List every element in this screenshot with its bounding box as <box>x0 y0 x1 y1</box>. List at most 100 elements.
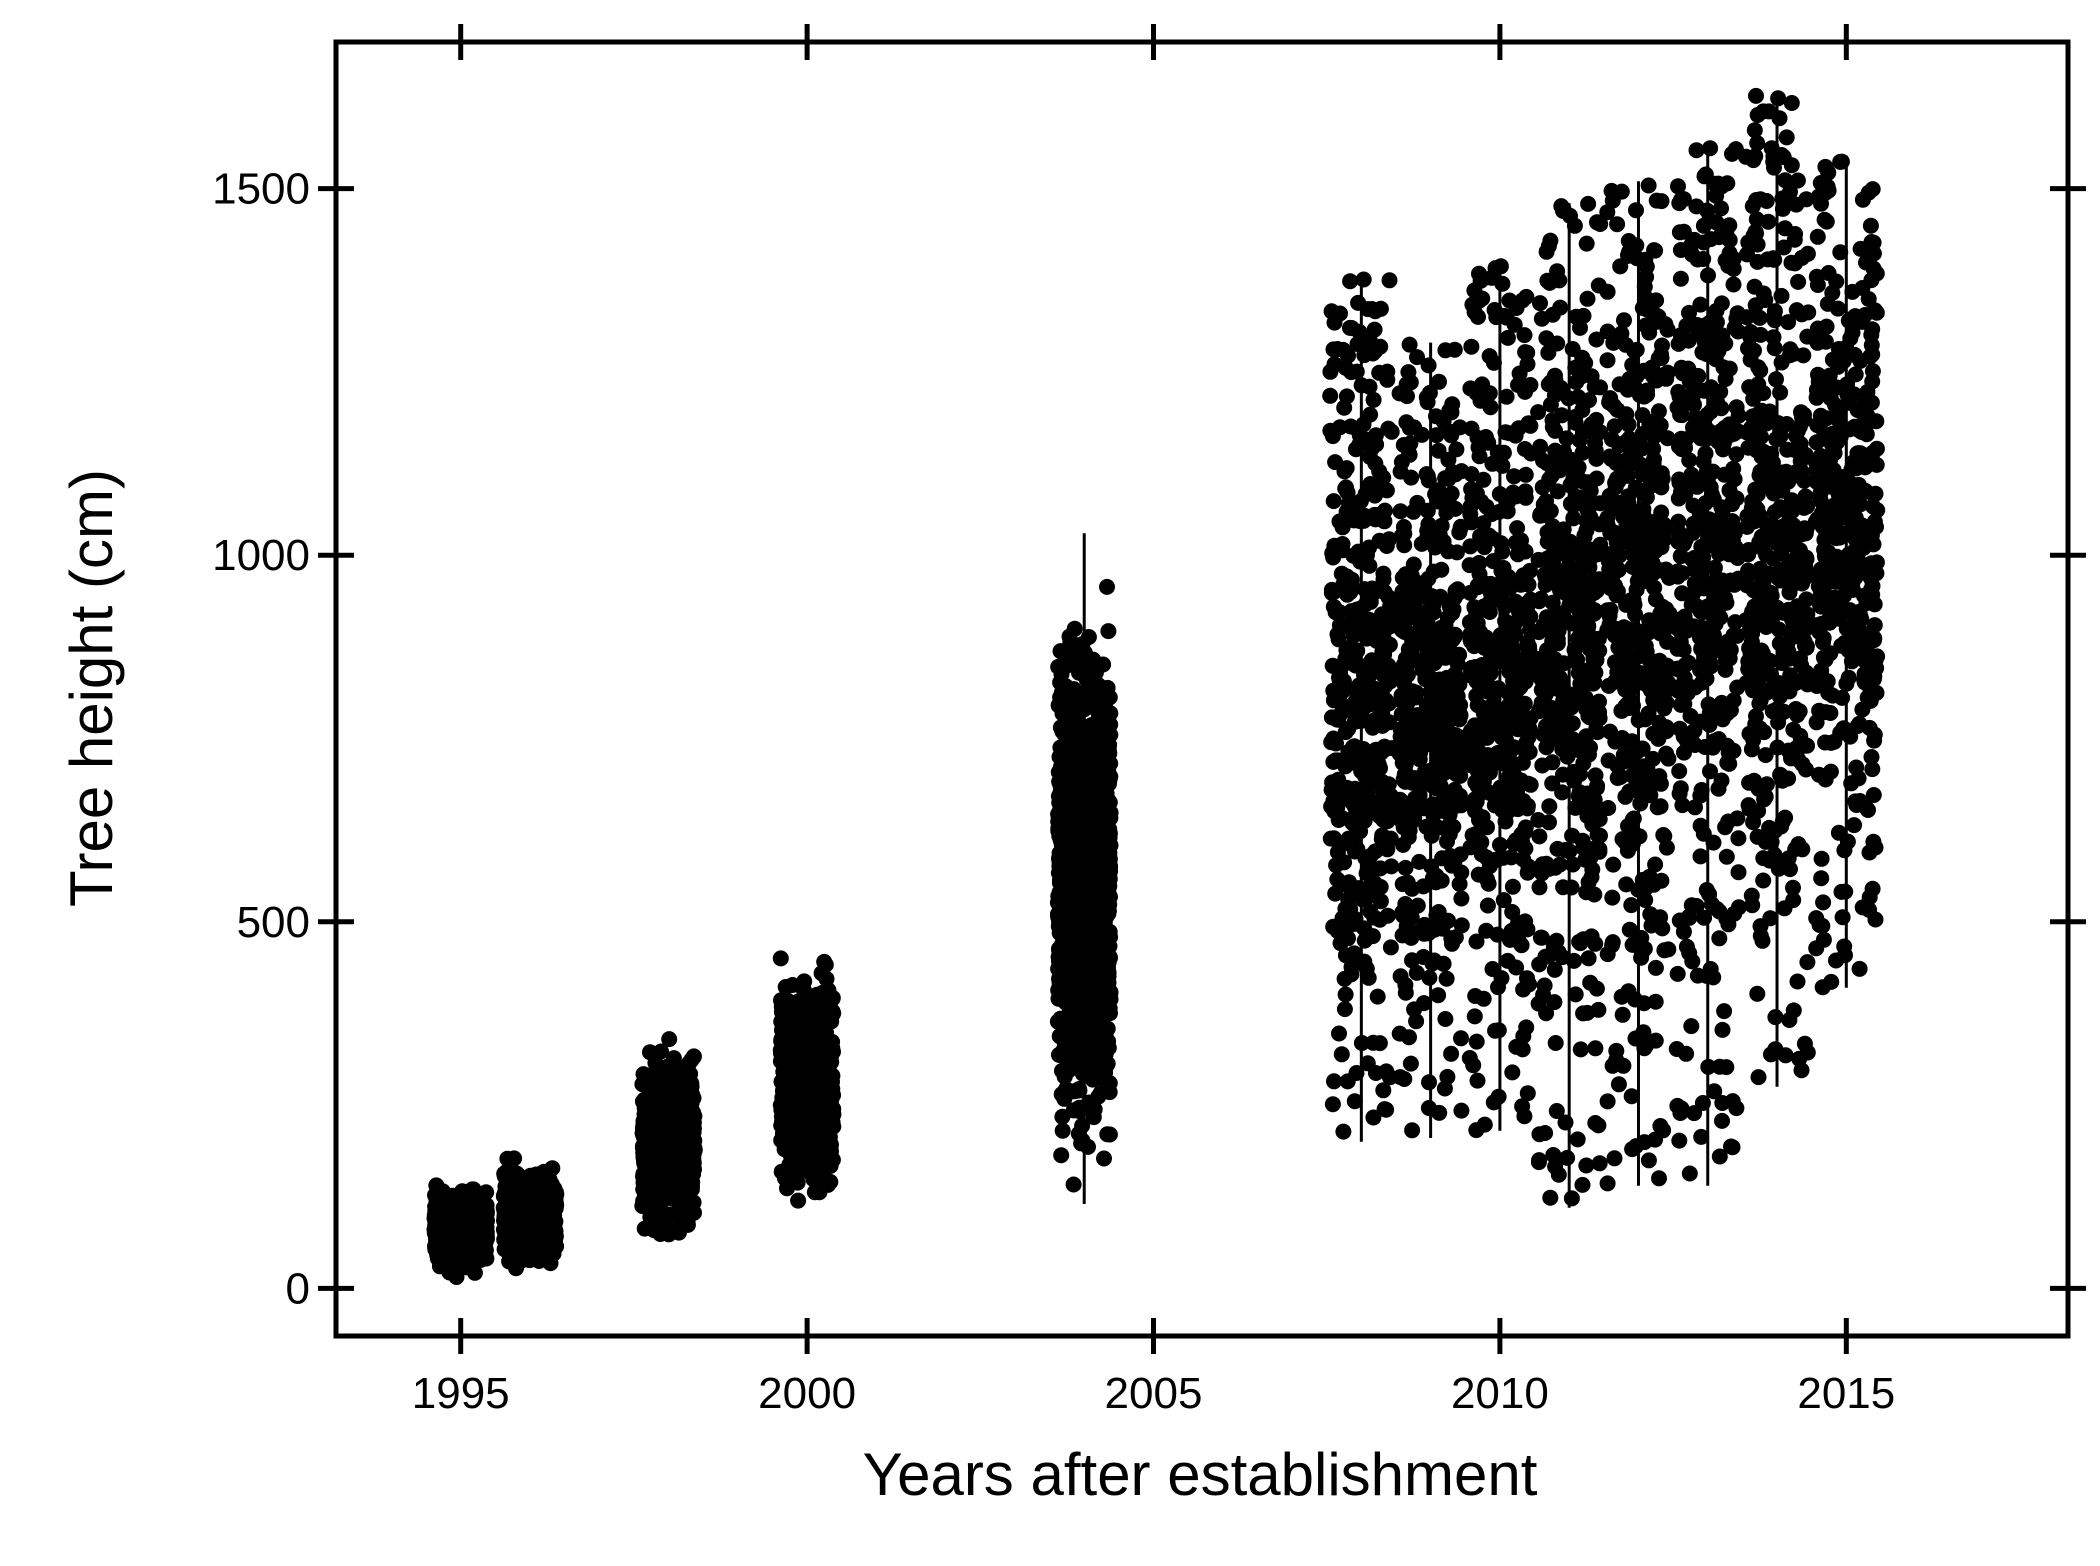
data-point <box>640 1119 657 1136</box>
data-point <box>1330 771 1347 788</box>
year-group-1995 <box>426 1177 495 1285</box>
data-point <box>1401 1029 1417 1046</box>
data-point <box>671 1196 688 1213</box>
data-point <box>1362 333 1379 350</box>
data-point <box>1404 880 1421 897</box>
data-point <box>799 1018 816 1035</box>
data-point <box>1085 1003 1102 1020</box>
year-group-2000 <box>772 950 842 1209</box>
data-point <box>1337 653 1353 670</box>
data-point <box>790 1192 807 1209</box>
data-point <box>1339 1073 1356 1090</box>
data-point <box>795 995 812 1012</box>
data-point <box>1330 812 1347 828</box>
data-point <box>1437 1011 1454 1027</box>
data-point <box>1453 890 1470 907</box>
data-point <box>1372 510 1389 527</box>
data-point <box>1065 693 1082 710</box>
data-point <box>459 1184 475 1201</box>
data-point <box>807 1058 824 1075</box>
data-point <box>1365 661 1382 678</box>
data-point <box>1322 387 1339 404</box>
year-group-2008 <box>1322 271 1401 1142</box>
data-point <box>1440 451 1457 468</box>
data-point <box>1393 454 1410 470</box>
data-point <box>1099 578 1115 595</box>
data-point <box>816 1116 833 1133</box>
year-group-2009 <box>1391 336 1470 1139</box>
data-point <box>1075 860 1092 877</box>
data-point <box>649 1144 666 1160</box>
data-point <box>1447 500 1464 517</box>
data-point <box>1329 341 1346 357</box>
data-point <box>1360 854 1377 871</box>
data-point <box>776 1009 793 1026</box>
data-point <box>1431 1104 1448 1121</box>
data-point <box>537 1195 554 1212</box>
data-point <box>1079 795 1096 812</box>
data-point <box>1400 641 1417 658</box>
data-point <box>1336 1001 1353 1018</box>
data-point <box>1329 626 1346 643</box>
data-point <box>1350 294 1367 311</box>
data-point <box>1067 935 1084 952</box>
data-point <box>1380 420 1397 437</box>
data-point <box>519 1234 536 1251</box>
data-point <box>775 1090 792 1107</box>
data-point <box>1071 1103 1088 1119</box>
data-point <box>1358 960 1375 977</box>
data-point <box>537 1217 554 1234</box>
data-point <box>1325 598 1342 615</box>
data-point <box>1367 455 1384 472</box>
data-point <box>816 953 833 970</box>
data-point <box>1369 988 1386 1005</box>
data-point <box>1063 821 1080 838</box>
data-point <box>822 1137 839 1154</box>
data-point <box>1342 418 1359 435</box>
data-point <box>1409 349 1425 366</box>
data-point <box>1089 957 1106 974</box>
data-point <box>524 1209 541 1225</box>
data-point <box>1342 319 1358 336</box>
data-point <box>1054 1122 1071 1139</box>
data-point <box>683 1078 700 1095</box>
data-point <box>777 979 794 995</box>
year-group-1998 <box>634 1031 703 1243</box>
data-point <box>1402 1055 1419 1072</box>
data-point <box>1379 907 1396 924</box>
data-point <box>428 1177 445 1194</box>
data-point <box>1337 986 1354 1003</box>
data-point <box>516 1172 533 1189</box>
data-point <box>1325 493 1342 510</box>
data-point <box>1437 342 1454 359</box>
data-point <box>1371 1035 1388 1052</box>
data-point <box>772 950 789 967</box>
data-point <box>824 991 841 1008</box>
data-point <box>1329 871 1346 888</box>
data-point <box>786 1071 803 1088</box>
data-point <box>1331 1025 1347 1042</box>
data-point <box>458 1210 475 1227</box>
data-point <box>677 1059 694 1076</box>
data-point <box>1051 1046 1067 1063</box>
data-point <box>812 1170 828 1187</box>
data-point <box>1349 748 1366 765</box>
data-point <box>1050 960 1067 977</box>
data-point <box>1053 1147 1070 1164</box>
data-point <box>1364 440 1380 457</box>
data-point <box>1355 271 1372 288</box>
data-point <box>1066 1050 1083 1067</box>
data-point <box>1342 273 1359 290</box>
data-point <box>435 1218 452 1235</box>
data-point <box>1071 971 1088 988</box>
data-point <box>1053 721 1070 738</box>
data-point <box>1102 985 1119 1002</box>
data-point <box>1333 1046 1350 1063</box>
data-point <box>796 973 813 990</box>
data-point <box>1427 539 1444 556</box>
data-point <box>1349 693 1366 710</box>
data-point <box>457 1254 474 1271</box>
data-point <box>1102 888 1118 905</box>
data-point <box>1339 484 1356 501</box>
data-point <box>1324 428 1341 445</box>
